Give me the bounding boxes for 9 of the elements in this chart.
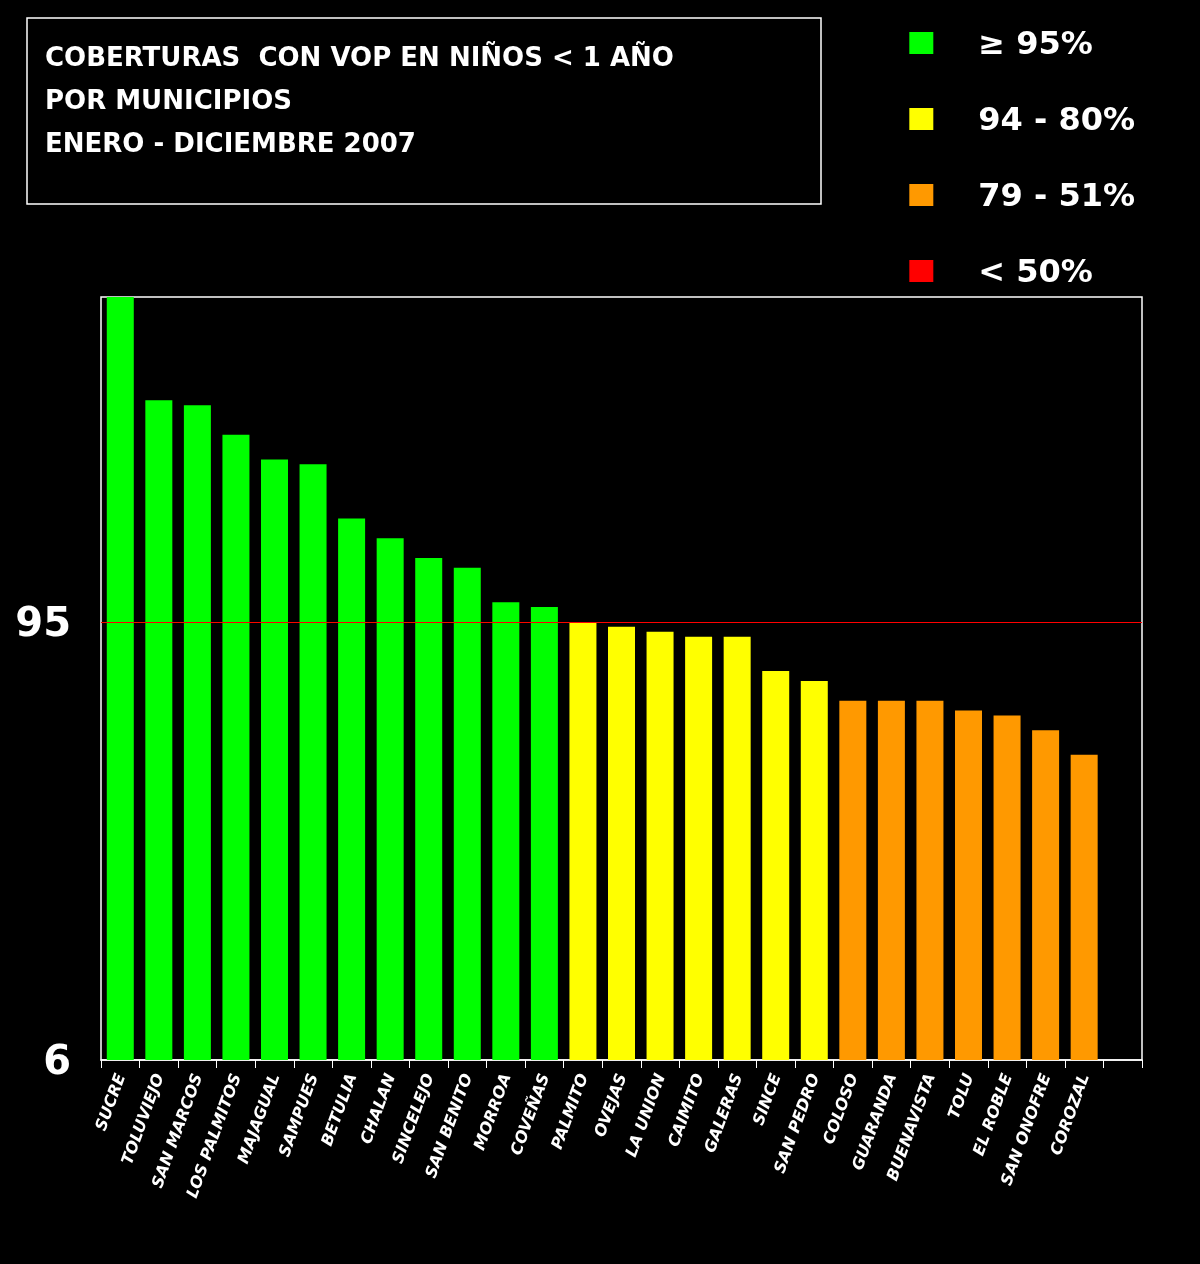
y-tick-label: 95 — [15, 598, 71, 645]
legend-label: 94 - 80% — [978, 100, 1135, 138]
x-tick-label: TOLU — [943, 1070, 978, 1122]
y-tick-label: 6 — [43, 1037, 71, 1083]
legend-label: < 50% — [978, 252, 1093, 290]
legend-label: ≥ 95% — [978, 24, 1093, 62]
legend-label: 79 - 51% — [978, 176, 1135, 214]
chart-title: COBERTURAS CON VOP EN NIÑOS < 1 AÑO POR MUNICIPIOS ENERO - DICIEMBRE 2007 — [45, 40, 674, 158]
x-tick-label: SINCE — [748, 1070, 785, 1128]
